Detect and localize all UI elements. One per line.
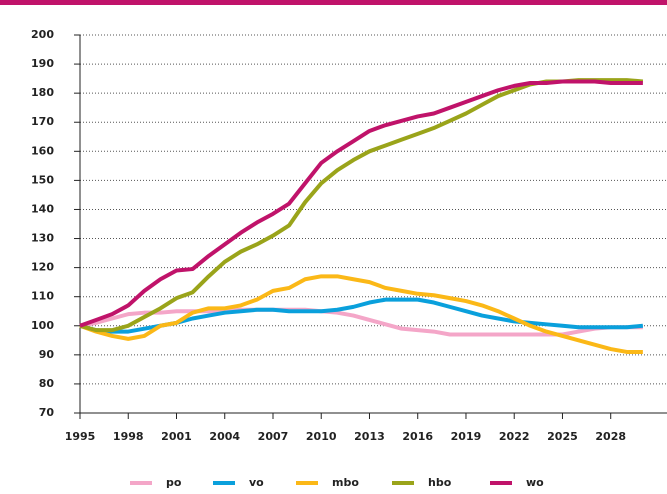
x-tick-label: 2016 [402, 430, 433, 443]
legend-label: mbo [332, 476, 359, 489]
legend-label: po [166, 476, 182, 489]
x-tick-label: 2025 [547, 430, 578, 443]
y-tick-label: 160 [31, 144, 54, 157]
y-tick-label: 180 [31, 86, 54, 99]
x-tick-label: 1995 [65, 430, 96, 443]
y-tick-label: 130 [31, 232, 54, 245]
legend-label: vo [249, 476, 264, 489]
line-mbo [79, 274, 643, 354]
x-tick-label: 2004 [209, 430, 240, 443]
y-tick-label: 150 [31, 173, 54, 186]
y-tick-label: 190 [31, 57, 54, 70]
x-tick-label: 2022 [499, 430, 530, 443]
y-tick-label: 70 [39, 406, 55, 419]
x-tick-label: 2001 [161, 430, 192, 443]
x-tick-label: 2013 [354, 430, 385, 443]
y-tick-label: 110 [31, 290, 54, 303]
x-tick-label: 1998 [113, 430, 144, 443]
y-tick-label: 120 [31, 261, 54, 274]
y-tick-label: 140 [31, 202, 54, 215]
legend-label: hbo [428, 476, 452, 489]
y-tick-label: 170 [31, 115, 54, 128]
line-wo [79, 79, 643, 328]
x-tick-label: 2007 [258, 430, 289, 443]
x-tick-label: 2019 [451, 430, 482, 443]
legend-label: wo [526, 476, 544, 489]
line-hbo [79, 78, 644, 333]
y-tick-label: 100 [31, 319, 54, 332]
x-tick-label: 2028 [595, 430, 626, 443]
y-tick-label: 80 [39, 377, 55, 390]
top-bar [0, 0, 667, 5]
line-po [79, 307, 643, 337]
y-tick-label: 90 [39, 348, 55, 361]
y-tick-label: 200 [31, 28, 54, 41]
x-tick-label: 2010 [306, 430, 337, 443]
